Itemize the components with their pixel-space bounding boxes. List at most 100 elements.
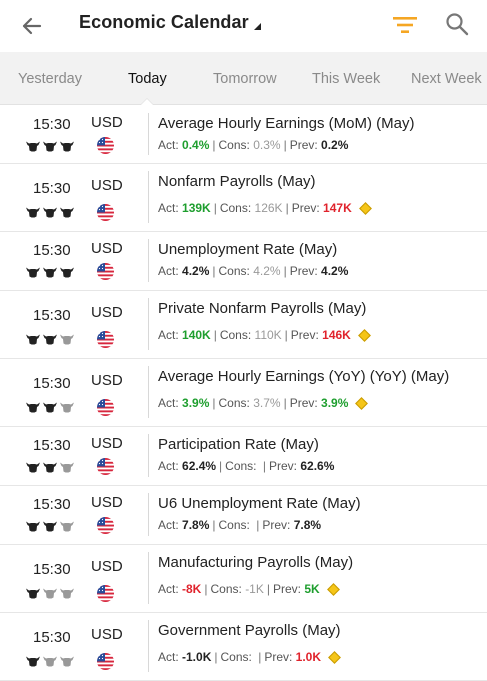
importance-bull-icon bbox=[60, 332, 74, 345]
previous-label: Prev: bbox=[289, 396, 318, 410]
consensus-label: Cons: bbox=[220, 650, 252, 664]
row-divider bbox=[148, 620, 149, 672]
importance-bull-icon bbox=[60, 460, 74, 473]
actual-value: 140K bbox=[182, 328, 211, 342]
importance-rating bbox=[26, 400, 74, 413]
row-divider bbox=[148, 113, 149, 155]
previous-value: 4.2% bbox=[321, 264, 349, 278]
event-time: 15:30 bbox=[33, 437, 71, 454]
previous-value: 1.0K bbox=[295, 650, 322, 664]
filter-icon[interactable] bbox=[392, 13, 418, 37]
event-row[interactable]: 15:30 USD Participation Rate (May) Act: 62.… bbox=[0, 426, 487, 486]
importance-bull-icon bbox=[26, 654, 40, 667]
consensus-label: Cons: bbox=[210, 582, 242, 596]
previous-value: 146K bbox=[322, 328, 351, 342]
importance-rating bbox=[26, 460, 74, 473]
consensus-value: -1K bbox=[245, 582, 264, 596]
importance-bull-icon bbox=[60, 265, 74, 278]
event-currency: USD bbox=[91, 435, 123, 452]
event-row[interactable]: 15:30 USD Manufacturing Payrolls (May) Act:… bbox=[0, 544, 487, 613]
page-title[interactable]: Economic Calendar bbox=[79, 12, 261, 33]
event-currency: USD bbox=[91, 114, 123, 131]
event-time: 15:30 bbox=[33, 496, 71, 513]
row-divider bbox=[148, 552, 149, 604]
event-row[interactable]: 15:30 USD Unemployment Rate (May) Act: 4.2%… bbox=[0, 231, 487, 291]
revision-alert-icon bbox=[357, 328, 371, 342]
row-divider bbox=[148, 171, 149, 223]
importance-bull-icon bbox=[43, 460, 57, 473]
actual-label: Act: bbox=[158, 459, 179, 473]
event-row[interactable]: 15:30 USD Private Nonfarm Payrolls (May) Ac… bbox=[0, 290, 487, 359]
revision-alert-icon bbox=[358, 201, 372, 215]
event-stats: Act: 139K | Cons: 126K | Prev: 147K bbox=[158, 201, 372, 215]
previous-value: 0.2% bbox=[321, 138, 349, 152]
row-divider bbox=[148, 493, 149, 536]
event-row[interactable]: 15:30 USD Average Hourly Earnings (YoY) (Y… bbox=[0, 358, 487, 427]
tab-next-week[interactable]: Next Week bbox=[411, 71, 482, 87]
importance-rating bbox=[26, 265, 74, 278]
importance-bull-icon bbox=[26, 519, 40, 532]
consensus-value: 4.2% bbox=[253, 264, 281, 278]
tab-today[interactable]: Today bbox=[128, 71, 167, 87]
importance-bull-icon bbox=[26, 400, 40, 413]
event-name: Unemployment Rate (May) bbox=[158, 241, 338, 258]
tab-yesterday[interactable]: Yesterday bbox=[18, 71, 82, 87]
event-time: 15:30 bbox=[33, 242, 71, 259]
revision-alert-icon bbox=[326, 582, 340, 596]
event-time: 15:30 bbox=[33, 116, 71, 133]
previous-value: 7.8% bbox=[293, 518, 322, 532]
importance-bull-icon bbox=[26, 205, 40, 218]
previous-value: 62.6% bbox=[300, 459, 335, 473]
previous-value: 5K bbox=[304, 582, 320, 596]
event-name: Participation Rate (May) bbox=[158, 436, 319, 453]
event-stats: Act: 140K | Cons: 110K | Prev: 146K bbox=[158, 328, 371, 342]
actual-label: Act: bbox=[158, 396, 179, 410]
back-arrow-icon[interactable] bbox=[18, 12, 46, 40]
event-stats: Act: 62.4% | Cons: | Prev: 62.6% bbox=[158, 459, 335, 473]
previous-label: Prev: bbox=[291, 201, 320, 215]
event-name: Private Nonfarm Payrolls (May) bbox=[158, 300, 367, 317]
previous-label: Prev: bbox=[290, 328, 319, 342]
importance-bull-icon bbox=[60, 139, 74, 152]
previous-label: Prev: bbox=[264, 650, 293, 664]
event-row[interactable]: 15:30 USD Government Payrolls (May) Act: -1… bbox=[0, 612, 487, 681]
tab-tomorrow[interactable]: Tomorrow bbox=[213, 71, 277, 87]
tab-this-week[interactable]: This Week bbox=[312, 71, 381, 87]
importance-rating bbox=[26, 139, 74, 152]
row-divider bbox=[148, 434, 149, 477]
importance-bull-icon bbox=[43, 519, 57, 532]
actual-label: Act: bbox=[158, 264, 179, 278]
actual-value: 4.2% bbox=[182, 264, 210, 278]
importance-rating bbox=[26, 205, 74, 218]
event-row[interactable]: 15:30 USD Average Hourly Earnings (MoM) (M… bbox=[0, 105, 487, 164]
importance-bull-icon bbox=[26, 265, 40, 278]
event-name: Average Hourly Earnings (MoM) (May) bbox=[158, 115, 415, 132]
event-stats: Act: 4.2% | Cons: 4.2% | Prev: 4.2% bbox=[158, 264, 349, 278]
us-flag-icon bbox=[97, 137, 114, 154]
importance-bull-icon bbox=[43, 265, 57, 278]
event-row[interactable]: 15:30 USD U6 Unemployment Rate (May) Act: 7… bbox=[0, 485, 487, 545]
importance-rating bbox=[26, 332, 74, 345]
us-flag-icon bbox=[97, 204, 114, 221]
search-icon[interactable] bbox=[444, 11, 470, 37]
event-name: U6 Unemployment Rate (May) bbox=[158, 495, 361, 512]
actual-value: 3.9% bbox=[182, 396, 210, 410]
actual-value: 0.4% bbox=[182, 138, 210, 152]
event-time: 15:30 bbox=[33, 375, 71, 392]
event-row[interactable]: 15:30 USD Nonfarm Payrolls (May) Act: 139K |… bbox=[0, 163, 487, 232]
row-divider bbox=[148, 366, 149, 418]
importance-bull-icon bbox=[43, 332, 57, 345]
previous-value: 147K bbox=[323, 201, 352, 215]
previous-label: Prev: bbox=[269, 459, 298, 473]
previous-label: Prev: bbox=[273, 582, 302, 596]
actual-label: Act: bbox=[158, 201, 179, 215]
importance-bull-icon bbox=[60, 586, 74, 599]
us-flag-icon bbox=[97, 458, 114, 475]
importance-bull-icon bbox=[60, 654, 74, 667]
actual-value: 62.4% bbox=[182, 459, 217, 473]
page-title-text: Economic Calendar bbox=[79, 12, 249, 32]
consensus-label: Cons: bbox=[218, 518, 250, 532]
actual-label: Act: bbox=[158, 582, 179, 596]
importance-rating bbox=[26, 654, 74, 667]
consensus-label: Cons: bbox=[218, 396, 250, 410]
